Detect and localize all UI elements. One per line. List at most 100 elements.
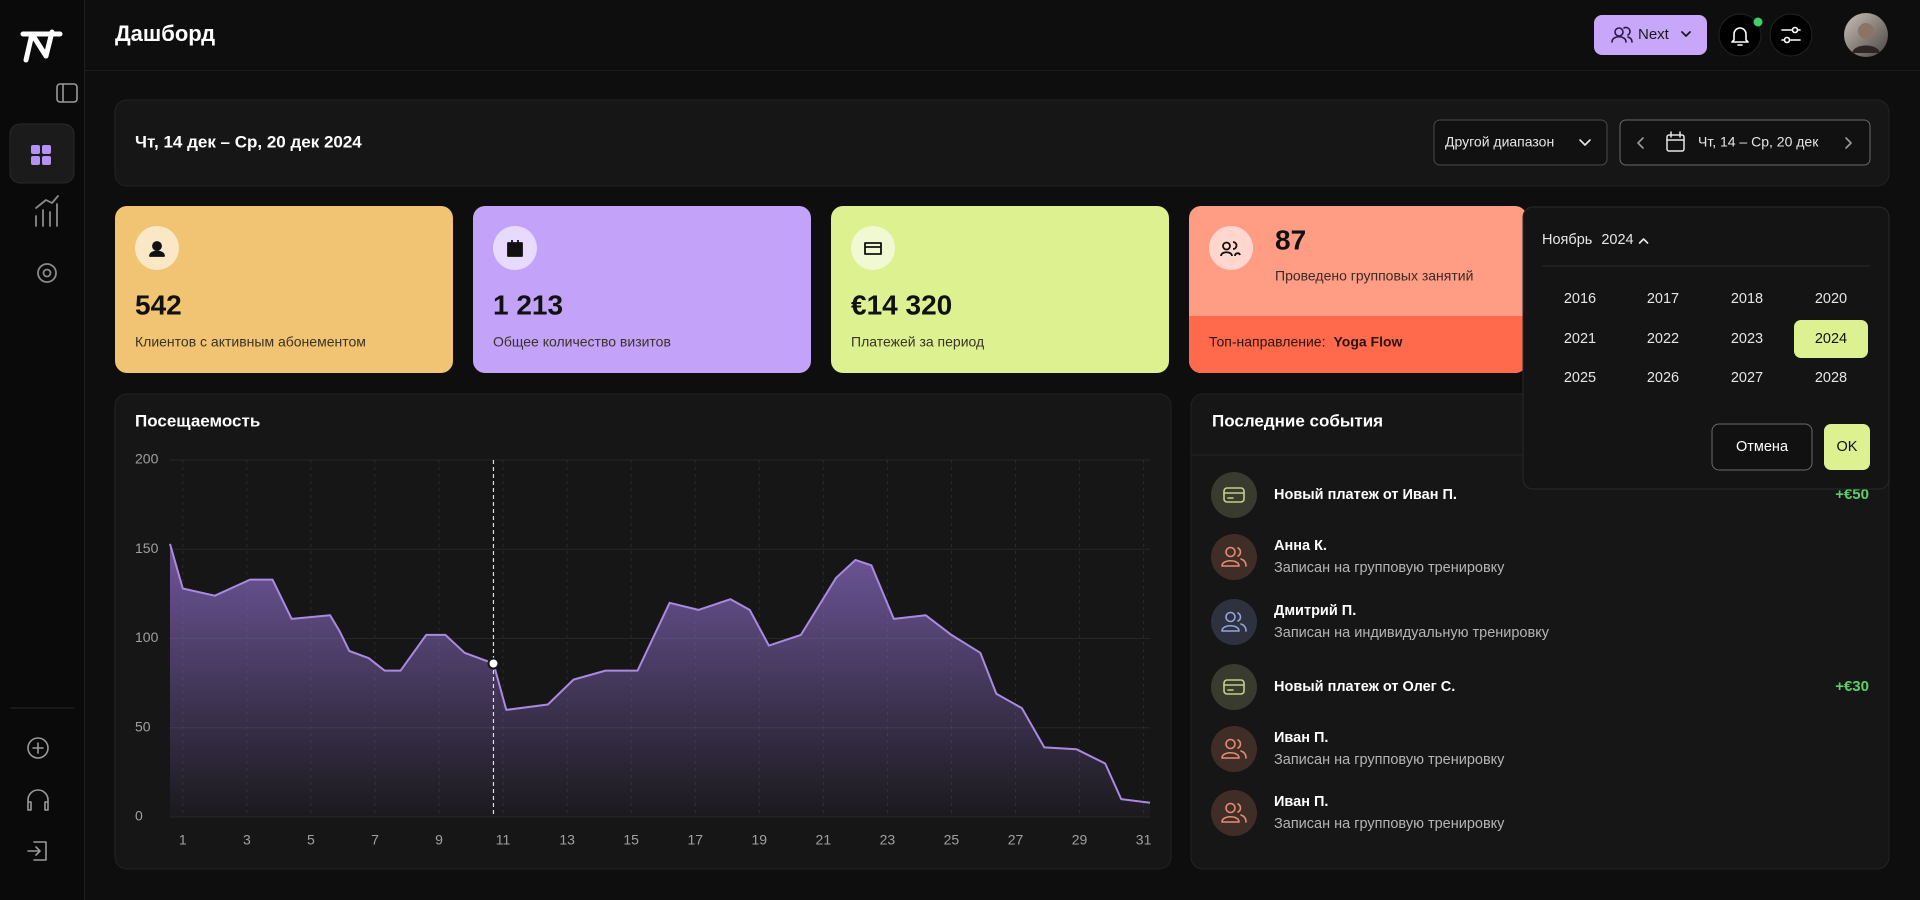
event-title: Иван П. bbox=[1274, 794, 1328, 810]
event-title: Иван П. bbox=[1274, 730, 1328, 746]
year-picker bbox=[1522, 206, 1890, 490]
stat-card bbox=[473, 206, 811, 373]
collapse-icon bbox=[56, 83, 78, 103]
filters-button[interactable] bbox=[1769, 13, 1813, 57]
stat-card bbox=[115, 206, 453, 373]
x-tick-label: 1 bbox=[179, 832, 187, 848]
range-select-label: Другой диапазон bbox=[1445, 134, 1554, 150]
add-button-icon bbox=[32, 742, 44, 754]
stat-value: 87 bbox=[1275, 224, 1306, 255]
logo bbox=[20, 29, 63, 63]
stat-top-label: Топ-направление: bbox=[1209, 334, 1325, 350]
event-title: Новый платеж от Олег С. bbox=[1274, 679, 1455, 695]
event-subtitle: Записан на групповую тренировку bbox=[1274, 752, 1505, 768]
calendar-icon bbox=[1666, 134, 1685, 152]
year-option[interactable]: 2018 bbox=[1731, 291, 1763, 307]
stat-value: 1 213 bbox=[493, 289, 563, 320]
period-title: Чт, 14 дек – Ср, 20 дек 2024 bbox=[135, 132, 362, 151]
nav-dashboard-icon bbox=[31, 145, 40, 154]
area-fill bbox=[170, 543, 1150, 817]
stat-card bbox=[831, 206, 1169, 373]
nav-dashboard[interactable] bbox=[9, 123, 75, 184]
event-subtitle: Записан на индивидуальную тренировку bbox=[1274, 625, 1550, 641]
stat-card-icon bbox=[149, 241, 165, 257]
date-navigator[interactable] bbox=[1619, 119, 1871, 166]
year-option[interactable]: 2026 bbox=[1647, 370, 1679, 386]
notification-dot bbox=[1753, 17, 1763, 27]
year-option[interactable]: 2025 bbox=[1564, 370, 1596, 386]
x-tick-label: 27 bbox=[1008, 832, 1024, 848]
nav-dashboard-icon bbox=[31, 156, 40, 165]
picker-year: 2024 bbox=[1601, 232, 1633, 248]
year-selected[interactable] bbox=[1794, 320, 1868, 358]
stat-card-icon bbox=[864, 242, 882, 255]
nav-dashboard-icon bbox=[42, 145, 51, 154]
stat-value: 542 bbox=[135, 289, 182, 320]
event-icon-person bbox=[1221, 738, 1247, 759]
year-option[interactable]: 2028 bbox=[1815, 370, 1847, 386]
y-tick-label: 50 bbox=[135, 718, 151, 734]
date-navigator-label: Чт, 14 – Ср, 20 дек bbox=[1698, 134, 1819, 150]
event-icon-person bbox=[1221, 802, 1247, 823]
event-icon bbox=[1211, 534, 1257, 580]
filters-knob bbox=[1783, 36, 1791, 44]
event-icon-card bbox=[1223, 487, 1245, 503]
event-amount: +€30 bbox=[1835, 678, 1869, 695]
x-tick-label: 13 bbox=[559, 832, 575, 848]
event-title: Дмитрий П. bbox=[1274, 603, 1356, 619]
event-icon-person bbox=[1221, 611, 1247, 632]
nav-analytics bbox=[35, 195, 59, 227]
range-select[interactable] bbox=[1433, 119, 1608, 166]
y-tick-label: 150 bbox=[135, 540, 159, 556]
page-title: Дашборд bbox=[115, 21, 215, 46]
logout-button bbox=[27, 841, 47, 861]
year-option[interactable]: 2022 bbox=[1647, 331, 1679, 347]
year-option[interactable]: 2020 bbox=[1815, 291, 1847, 307]
year-option[interactable]: 2023 bbox=[1731, 331, 1763, 347]
bell-icon bbox=[1731, 27, 1749, 46]
event-icon-card bbox=[1223, 492, 1245, 499]
x-tick-label: 23 bbox=[880, 832, 896, 848]
event-icon bbox=[1211, 599, 1257, 645]
stat-label: Клиентов с активным абонементом bbox=[135, 334, 366, 350]
x-tick-label: 7 bbox=[371, 832, 379, 848]
notifications-button[interactable] bbox=[1718, 13, 1762, 57]
prev-period bbox=[1637, 137, 1644, 149]
event-icon bbox=[1211, 472, 1257, 518]
stat-card-icon bbox=[1220, 241, 1241, 257]
stat-card-icon bbox=[1209, 226, 1253, 270]
stat-card-strip bbox=[1189, 316, 1527, 373]
year-option[interactable]: 2024 bbox=[1815, 331, 1847, 347]
x-tick-label: 21 bbox=[816, 832, 832, 848]
picker-month: Ноябрь bbox=[1542, 232, 1592, 248]
next-button-chevron bbox=[1681, 31, 1691, 37]
cancel-button-label: Отмена bbox=[1736, 439, 1789, 455]
x-tick-label: 15 bbox=[623, 832, 639, 848]
year-option[interactable]: 2016 bbox=[1564, 291, 1596, 307]
ok-button[interactable] bbox=[1824, 424, 1870, 470]
cancel-button[interactable] bbox=[1711, 423, 1813, 471]
x-tick-label: 31 bbox=[1136, 832, 1152, 848]
highlight-point bbox=[487, 657, 500, 670]
year-option[interactable]: 2027 bbox=[1731, 370, 1763, 386]
calendar-icon bbox=[1666, 131, 1685, 141]
event-icon bbox=[1211, 664, 1257, 710]
x-tick-label: 3 bbox=[243, 832, 251, 848]
event-title: Новый платеж от Иван П. bbox=[1274, 487, 1457, 503]
stat-value: €14 320 bbox=[851, 289, 952, 320]
year-option[interactable]: 2017 bbox=[1647, 291, 1679, 307]
year-option[interactable]: 2021 bbox=[1564, 331, 1596, 347]
event-subtitle: Записан на групповую тренировку bbox=[1274, 816, 1505, 832]
y-tick-label: 0 bbox=[135, 808, 143, 824]
add-button[interactable] bbox=[27, 737, 49, 759]
nav-settings[interactable] bbox=[37, 263, 57, 283]
stat-card-icon bbox=[507, 240, 523, 257]
chart-title: Посещаемость bbox=[135, 411, 260, 430]
x-tick-label: 17 bbox=[687, 832, 703, 848]
next-button[interactable] bbox=[1594, 15, 1707, 55]
next-button-icon bbox=[1611, 26, 1633, 43]
event-title: Анна К. bbox=[1274, 538, 1327, 554]
range-select-chevron bbox=[1579, 139, 1591, 146]
stat-top-value: Yoga Flow bbox=[1333, 334, 1402, 350]
